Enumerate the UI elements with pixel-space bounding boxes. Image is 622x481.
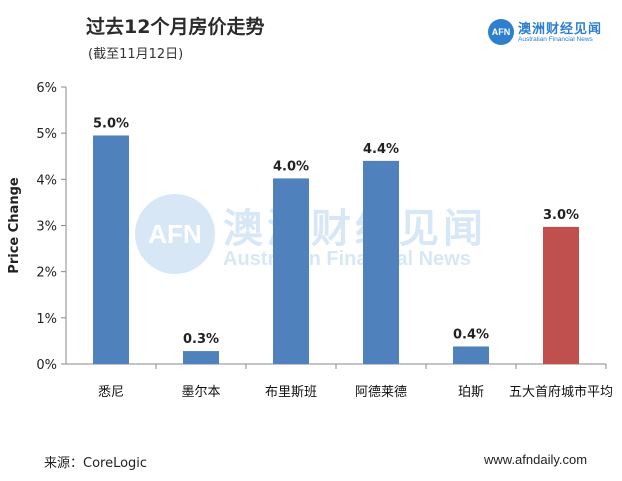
y-tick-label: 4% [36, 173, 57, 188]
bar [93, 135, 129, 364]
y-axis-title: Price Change [7, 177, 22, 274]
x-tick-label: 墨尔本 [181, 385, 220, 400]
bar [183, 351, 219, 364]
bar [543, 226, 579, 364]
data-label: 0.4% [453, 327, 489, 342]
y-tick-label: 0% [36, 358, 57, 373]
source-note: 来源：CoreLogic [44, 456, 148, 471]
y-tick-label: 6% [36, 81, 57, 96]
chart-subtitle: (截至11月12日) [88, 47, 184, 62]
bar [363, 160, 399, 364]
data-label: 0.3% [183, 332, 219, 347]
website-link[interactable]: www.afndaily.com [484, 452, 588, 467]
y-tick-label: 5% [36, 127, 57, 142]
x-tick-label: 五大首府城市平均 [509, 384, 613, 400]
logo-name-en: Australian Financial News [518, 36, 593, 43]
logo-name-cn: 澳洲财经见闻 [518, 22, 603, 37]
x-tick-label: 珀斯 [458, 385, 484, 400]
data-label: 4.0% [273, 159, 309, 174]
x-tick-label: 布里斯班 [265, 385, 317, 400]
y-tick-label: 1% [36, 312, 57, 327]
afn-logo: AFN 澳洲财经见闻 Australian Financial News [488, 16, 608, 50]
y-tick-label: 2% [36, 266, 57, 281]
data-label: 3.0% [543, 208, 579, 223]
x-tick-label: 阿德莱德 [355, 385, 407, 400]
x-tick-label: 悉尼 [98, 385, 124, 400]
chart-title: 过去12个月房价走势 [86, 16, 265, 38]
afn-logo-icon: AFN [488, 19, 514, 45]
y-tick-label: 3% [36, 220, 57, 235]
bar [453, 346, 489, 364]
data-label: 5.0% [93, 116, 129, 131]
data-label: 4.4% [363, 142, 399, 157]
bar [273, 178, 309, 364]
